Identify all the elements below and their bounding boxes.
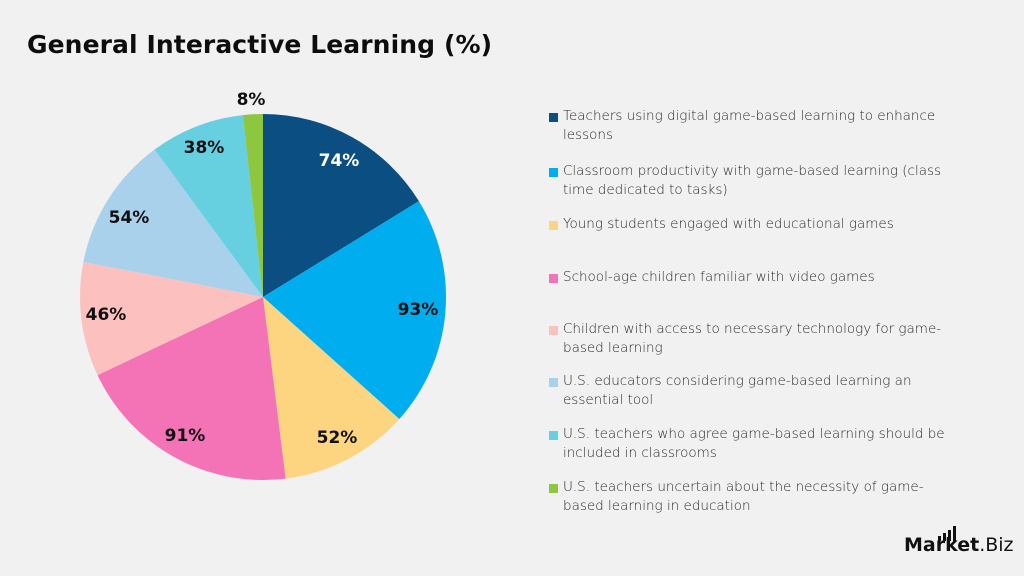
- slice-value-label: 54%: [109, 208, 150, 228]
- legend-label: U.S. teachers uncertain about the necess…: [563, 479, 924, 514]
- legend-item: U.S. educators considering game-based le…: [549, 372, 999, 410]
- slice-value-label: 8%: [237, 90, 266, 110]
- legend-swatch-icon: [549, 378, 558, 387]
- legend-label: Teachers using digital game-based learni…: [563, 108, 936, 143]
- legend-swatch-icon: [549, 168, 558, 177]
- pie-slice: [154, 115, 263, 297]
- pie-slice: [263, 114, 419, 297]
- legend-item: U.S. teachers uncertain about the necess…: [549, 478, 999, 516]
- pie-chart: 74% 93% 52% 91% 46% 54% 38% 8%: [79, 90, 446, 480]
- slice-value-label: 93%: [398, 300, 439, 320]
- pie-slice: [263, 297, 400, 479]
- legend-swatch-icon: [549, 431, 558, 440]
- pie-slice: [79, 261, 264, 376]
- legend-item: Children with access to necessary techno…: [549, 320, 999, 358]
- pie-slice: [242, 114, 263, 297]
- chart-title: General Interactive Learning (%): [27, 30, 493, 59]
- legend-label: U.S. teachers who agree game-based learn…: [563, 426, 945, 461]
- slice-value-label: 91%: [165, 426, 206, 446]
- slice-value-label: 74%: [319, 151, 360, 171]
- legend-swatch-icon: [549, 484, 558, 493]
- slice-value-label: 38%: [184, 138, 225, 158]
- slice-value-label: 46%: [86, 305, 127, 325]
- legend-label: School-age children familiar with video …: [563, 269, 875, 285]
- legend-swatch-icon: [549, 221, 558, 230]
- legend-label: Young students engaged with educational …: [563, 216, 894, 232]
- legend-label: Classroom productivity with game-based l…: [563, 163, 942, 198]
- legend-label: U.S. educators considering game-based le…: [563, 373, 912, 408]
- bar-chart-icon: [938, 526, 956, 541]
- pie-slice: [83, 149, 263, 297]
- legend-item: U.S. teachers who agree game-based learn…: [549, 425, 999, 463]
- legend-swatch-icon: [549, 326, 558, 335]
- legend-label: Children with access to necessary techno…: [563, 321, 942, 356]
- pie-slice: [263, 201, 446, 420]
- logo-text-light: .Biz: [979, 534, 1014, 556]
- legend-swatch-icon: [549, 274, 558, 283]
- legend-item: School-age children familiar with video …: [549, 268, 999, 287]
- logo-text-bold: Market: [904, 534, 980, 556]
- pie-slice: [97, 297, 286, 480]
- slice-value-label: 52%: [317, 428, 358, 448]
- legend-item: Classroom productivity with game-based l…: [549, 162, 999, 200]
- legend-item: Teachers using digital game-based learni…: [549, 107, 999, 145]
- legend-item: Young students engaged with educational …: [549, 215, 999, 234]
- brand-logo: Market .Biz: [904, 526, 1014, 556]
- legend-swatch-icon: [549, 113, 558, 122]
